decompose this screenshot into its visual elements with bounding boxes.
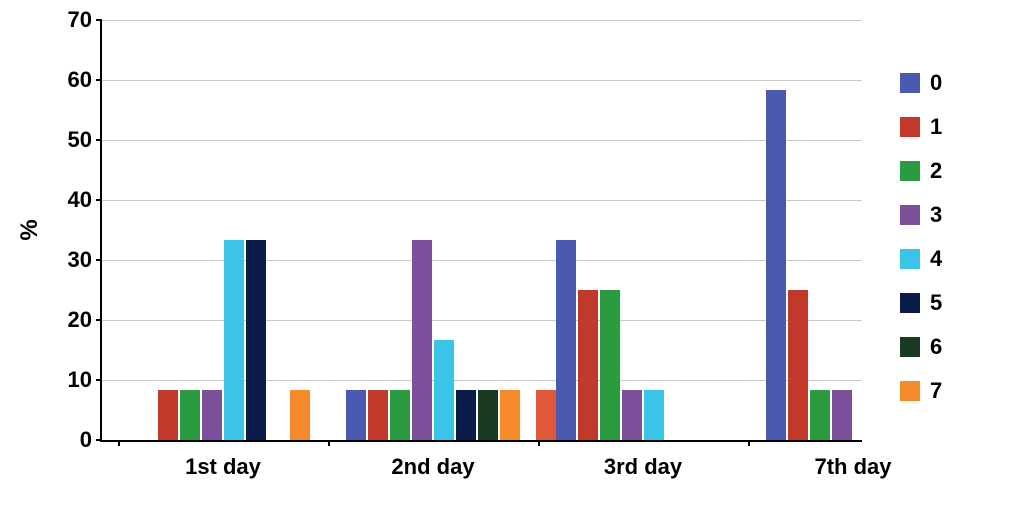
y-tick-label: 60 [68,67,102,93]
bar [500,390,520,440]
y-tick-label: 50 [68,127,102,153]
legend-swatch [900,161,920,181]
legend-label: 0 [930,70,942,96]
legend-label: 5 [930,290,942,316]
legend-item: 2 [900,158,942,184]
grid-line [102,320,862,321]
legend-swatch [900,381,920,401]
bar [536,390,556,440]
legend-item: 3 [900,202,942,228]
legend-label: 4 [930,246,942,272]
bar [832,390,852,440]
bar [158,390,178,440]
bar [224,240,244,440]
legend-swatch [900,293,920,313]
grid-line [102,80,862,81]
legend-label: 1 [930,114,942,140]
y-tick-label: 40 [68,187,102,213]
x-tick-mark [748,440,750,446]
bar [622,390,642,440]
bar [788,290,808,440]
legend-item: 1 [900,114,942,140]
y-axis-title: % [16,219,44,240]
legend-item: 0 [900,70,942,96]
grid-line [102,140,862,141]
bar [434,340,454,440]
legend-swatch [900,73,920,93]
bar [600,290,620,440]
bar [578,290,598,440]
bar [368,390,388,440]
bar [390,390,410,440]
bar [202,390,222,440]
grid-line [102,200,862,201]
bar [412,240,432,440]
y-tick-label: 10 [68,367,102,393]
legend-label: 3 [930,202,942,228]
grid-line [102,20,862,21]
x-tick-mark [538,440,540,446]
legend-item: 5 [900,290,942,316]
bar [346,390,366,440]
y-tick-label: 30 [68,247,102,273]
bar [456,390,476,440]
bar [180,390,200,440]
legend-label: 6 [930,334,942,360]
y-tick-label: 20 [68,307,102,333]
legend-swatch [900,249,920,269]
legend-item: 7 [900,378,942,404]
grid-line [102,260,862,261]
legend-swatch [900,205,920,225]
x-tick-label: 3rd day [604,440,682,480]
legend-swatch [900,337,920,357]
legend-label: 2 [930,158,942,184]
x-tick-mark [118,440,120,446]
bar [478,390,498,440]
chart-container: 0102030405060701st day2nd day3rd day7th … [0,0,1010,512]
bar [644,390,664,440]
y-tick-label: 70 [68,7,102,33]
x-tick-label: 1st day [185,440,261,480]
grid-line [102,380,862,381]
legend-swatch [900,117,920,137]
bar [810,390,830,440]
legend: 0 1 2 3 4 5 6 7 [900,70,942,422]
legend-item: 6 [900,334,942,360]
x-tick-label: 7th day [814,440,891,480]
x-tick-label: 2nd day [391,440,474,480]
legend-item: 4 [900,246,942,272]
bar [556,240,576,440]
bar [290,390,310,440]
y-tick-label: 0 [80,427,102,453]
legend-label: 7 [930,378,942,404]
plot-area: 0102030405060701st day2nd day3rd day7th … [100,20,862,442]
x-tick-mark [328,440,330,446]
bar [246,240,266,440]
bar [766,90,786,440]
